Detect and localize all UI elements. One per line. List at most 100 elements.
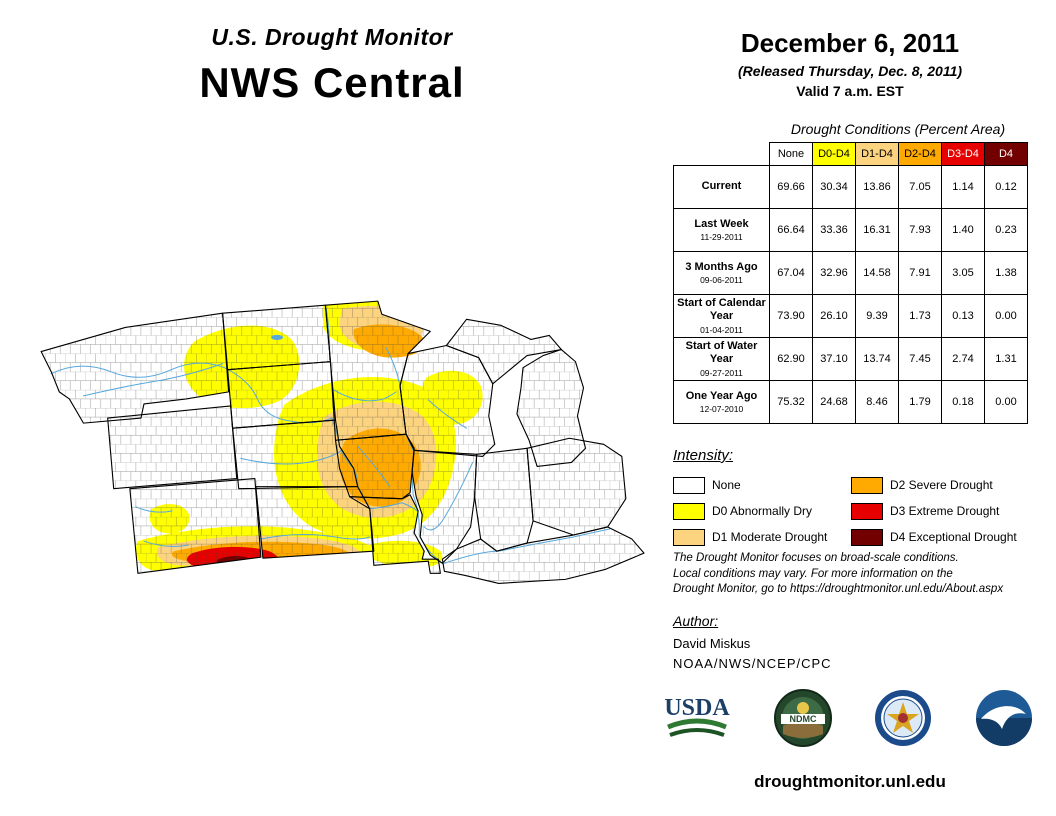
drought-map [40, 300, 645, 584]
platte-river [240, 449, 343, 465]
row-label: Start of Calendar Year [677, 297, 766, 322]
d2-swatch [851, 476, 883, 494]
author-org: NOAA/NWS/NCEP/CPC [673, 656, 832, 671]
value-cell: 8.46 [855, 380, 899, 424]
legend-item-d1: D1 Moderate Drought [673, 524, 851, 550]
legend-label: D2 Severe Drought [890, 478, 993, 492]
value-cell: 16.31 [855, 208, 899, 252]
ndmc-logo-text: NDMC [789, 714, 816, 724]
legend-label: D4 Exceptional Drought [890, 530, 1017, 544]
table-header-row: None D0-D4 D1-D4 D2-D4 D3-D4 D4 [673, 142, 1028, 166]
none-swatch [673, 476, 705, 494]
author-heading: Author: [673, 613, 719, 629]
logo-row: USDA NDMC [662, 688, 1034, 748]
drought-conditions-table: None D0-D4 D1-D4 D2-D4 D3-D4 D4 Current … [673, 142, 1028, 424]
value-cell: 1.31 [984, 337, 1028, 381]
value-cell: 24.68 [812, 380, 856, 424]
value-cell: 30.34 [812, 165, 856, 209]
rio-grande-headwaters [143, 540, 189, 547]
author-block: Author: David Miskus NOAA/NWS/NCEP/CPC [673, 613, 832, 671]
d1-swatch [673, 528, 705, 546]
value-cell: 13.86 [855, 165, 899, 209]
row-label: One Year Ago [685, 389, 758, 402]
table-row-last-week: Last Week 11-29-2011 66.64 33.36 16.31 7.… [673, 208, 1028, 252]
table-row-start-calendar-year: Start of Calendar Year 01-04-2011 73.90 2… [673, 294, 1028, 338]
value-cell: 2.74 [941, 337, 985, 381]
map-block [25, 298, 645, 643]
col-header-d2d4: D2-D4 [898, 142, 942, 166]
report-date: December 6, 2011 [740, 28, 960, 58]
legend-item-d0: D0 Abnormally Dry [673, 498, 851, 524]
yellowstone-river [82, 363, 224, 397]
value-cell: 37.10 [812, 337, 856, 381]
table-row-start-water-year: Start of Water Year 09-27-2011 62.90 37.1… [673, 337, 1028, 381]
released-date: (Released Thursday, Dec. 8, 2011) [737, 63, 963, 79]
arkansas-river [260, 533, 371, 540]
legend-label: None [712, 478, 741, 492]
table-row-current: Current 69.66 30.34 13.86 7.05 1.14 0.12 [673, 165, 1028, 209]
ndmc-logo: NDMC [773, 689, 832, 747]
illinois-river [423, 461, 474, 531]
value-cell: 69.66 [769, 165, 813, 209]
value-cell: 7.91 [898, 251, 942, 295]
monitor-title: U.S. Drought Monitor [211, 24, 453, 50]
row-sub-date: 09-27-2011 [700, 367, 743, 378]
disclaimer-line: Drought Monitor, go to https://droughtmo… [673, 583, 1004, 596]
row-label: Last Week [694, 217, 749, 230]
title-block: U.S. Drought Monitor NWS Central [112, 24, 552, 107]
value-cell: 75.32 [769, 380, 813, 424]
value-cell: 1.73 [898, 294, 942, 338]
value-cell: 33.36 [812, 208, 856, 252]
row-label: 3 Months Ago [685, 260, 758, 273]
county-grid-overlay [41, 301, 644, 584]
intensity-legend: Intensity: None D0 Abnormally Dry D1 Mod… [673, 447, 1037, 550]
noaa-logo [975, 690, 1032, 746]
row-label: Start of Water Year [685, 340, 758, 365]
value-cell: 0.13 [941, 294, 985, 338]
value-cell: 0.00 [984, 294, 1028, 338]
value-cell: 7.05 [898, 165, 942, 209]
d0-swatch [673, 502, 705, 520]
legend-label: D0 Abnormally Dry [712, 504, 813, 518]
author-name: David Miskus [673, 636, 751, 651]
legend-item-none: None [673, 472, 851, 498]
ohio-river [443, 528, 611, 564]
usda-logo-text: USDA [664, 695, 730, 721]
col-header-d1d4: D1-D4 [855, 142, 899, 166]
legend-item-d2: D2 Severe Drought [851, 472, 1037, 498]
value-cell: 13.74 [855, 337, 899, 381]
table-row-one-year-ago: One Year Ago 12-07-2010 75.32 24.68 8.46 … [673, 380, 1028, 424]
disclaimer-line: The Drought Monitor focuses on broad-sca… [673, 552, 959, 564]
missouri-river-upper [50, 362, 332, 424]
row-sub-date: 01-04-2011 [700, 324, 743, 335]
usda-swoosh [667, 718, 727, 730]
footer-url: droughtmonitor.unl.edu [754, 772, 946, 791]
value-cell: 66.64 [769, 208, 813, 252]
value-cell: 1.40 [941, 208, 985, 252]
col-header-d4: D4 [984, 142, 1028, 166]
value-cell: 1.14 [941, 165, 985, 209]
legend-item-d4: D4 Exceptional Drought [851, 524, 1037, 550]
value-cell: 67.04 [769, 251, 813, 295]
disclaimer-text: The Drought Monitor focuses on broad-sca… [673, 551, 1045, 598]
colorado-river-headwaters [135, 506, 173, 513]
row-sub-date: 11-29-2011 [700, 232, 743, 243]
value-cell: 32.96 [812, 251, 856, 295]
row-label: Current [701, 179, 742, 192]
value-cell: 73.90 [769, 294, 813, 338]
value-cell: 0.12 [984, 165, 1028, 209]
row-sub-date: 12-07-2010 [699, 404, 744, 415]
value-cell: 0.18 [941, 380, 985, 424]
table-corner-cell [673, 142, 770, 166]
legend-grid: None D0 Abnormally Dry D1 Moderate Droug… [673, 472, 1037, 550]
d4-swatch [851, 528, 883, 546]
drought-table-block: Drought Conditions (Percent Area) None D… [673, 121, 1028, 424]
valid-time: Valid 7 a.m. EST [796, 83, 904, 99]
table-caption: Drought Conditions (Percent Area) [790, 121, 1006, 137]
legend-label: D1 Moderate Drought [712, 530, 828, 544]
des-moines-river [357, 445, 391, 488]
devils-lake [270, 334, 284, 340]
value-cell: 14.58 [855, 251, 899, 295]
disclaimer-line: Local conditions may vary. For more info… [673, 567, 953, 580]
